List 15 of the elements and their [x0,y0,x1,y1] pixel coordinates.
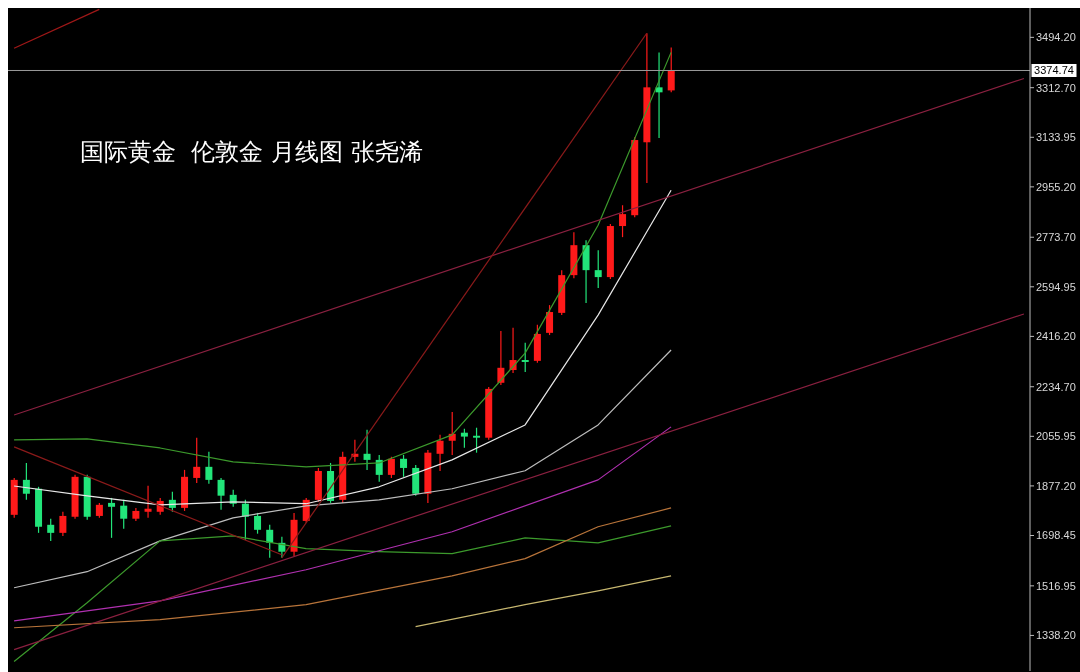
y-tick-label: 2773.70 [1036,231,1076,244]
y-tick-label: 1877.20 [1036,479,1076,492]
y-tick-label: 3133.95 [1036,131,1076,144]
y-tick-label: 2055.95 [1036,430,1076,443]
y-tick-label: 3312.70 [1036,81,1076,94]
ref-line-label: 3374.74 [1034,64,1074,77]
y-tick-label: 2234.70 [1036,380,1076,393]
y-tick-label: 2416.20 [1036,330,1076,343]
y-tick-label: 1338.20 [1036,629,1076,642]
y-tick-label: 2594.95 [1036,280,1076,293]
y-tick-label: 2955.20 [1036,180,1076,193]
y-tick-label: 3494.20 [1036,31,1076,44]
y-tick-label: 1516.95 [1036,579,1076,592]
y-tick-label: 1698.45 [1036,529,1076,542]
text: 国际黄金 伦敦金 月线图 张尧浠 [80,137,423,168]
